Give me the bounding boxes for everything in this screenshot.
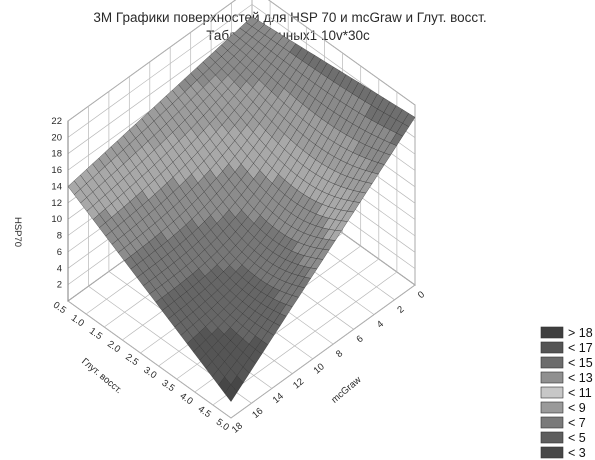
y-tick-label: 1.5 — [87, 326, 104, 343]
legend-swatch — [540, 416, 564, 429]
legend-swatch — [540, 326, 564, 339]
legend-label: > 18 — [568, 326, 593, 340]
legend-swatch — [540, 356, 564, 369]
legend-swatch — [540, 431, 564, 444]
legend-label: < 3 — [568, 446, 586, 460]
legend-label: < 17 — [568, 341, 593, 355]
legend-label: < 9 — [568, 401, 586, 415]
x-tick-label: 16 — [250, 406, 265, 421]
legend-label: < 5 — [568, 431, 586, 445]
x-tick-label: 8 — [334, 348, 345, 360]
z-tick-label: 4 — [57, 263, 62, 274]
z-tick-label: 18 — [51, 149, 62, 160]
x-tick-label: 2 — [395, 304, 406, 316]
x-tick-label: 0 — [416, 289, 427, 301]
z-tick-label: 2 — [57, 280, 62, 291]
y-tick-label: 1.0 — [69, 313, 86, 330]
legend-label: < 15 — [568, 356, 593, 370]
y-tick-label: 5.0 — [214, 417, 231, 434]
z-tick-label: 22 — [51, 116, 62, 127]
y-gridline — [230, 105, 416, 419]
legend-label: < 11 — [568, 386, 592, 400]
z-tick-label: 20 — [51, 132, 62, 143]
y-tick-label: 3.0 — [141, 365, 158, 382]
y-tick-label: 3.5 — [160, 378, 177, 395]
x-axis-label: mcGraw — [329, 374, 363, 405]
z-tick-label: 6 — [57, 247, 62, 258]
z-tick-label: 16 — [51, 165, 62, 176]
legend-swatch — [540, 401, 564, 414]
y-tick-label: 0.5 — [51, 300, 68, 317]
x-tick-label: 12 — [291, 376, 306, 391]
y-tick-label: 2.0 — [105, 339, 122, 356]
x-tick-label: 6 — [355, 333, 366, 345]
legend-label: < 7 — [568, 416, 586, 430]
y-gridline — [212, 92, 398, 406]
legend-swatch — [540, 371, 564, 384]
z-tick-label: 10 — [51, 214, 62, 225]
y-axis-label: Глут. восст. — [79, 356, 124, 396]
x-tick-label: 4 — [375, 319, 386, 331]
legend-swatch — [540, 341, 564, 354]
y-tick-label: 2.5 — [123, 352, 140, 369]
z-tick-label: 8 — [57, 231, 62, 242]
x-tick-label: 18 — [230, 420, 245, 435]
y-tick-label: 4.0 — [178, 391, 195, 408]
y-tick-label: 4.5 — [196, 404, 213, 421]
surface — [67, 16, 416, 402]
x-tick-label: 10 — [312, 361, 327, 376]
chart-title: 3M Графики поверхностей для HSP 70 и mcG… — [93, 10, 486, 25]
legend-swatch — [540, 446, 564, 459]
surface-cell — [224, 384, 238, 402]
legend-swatch — [540, 386, 564, 399]
legend-label: < 13 — [568, 371, 593, 385]
z-axis-label: HSP70 — [12, 217, 23, 247]
x-tick-label: 14 — [271, 391, 286, 406]
z-tick-label: 14 — [51, 182, 62, 193]
z-tick-label: 12 — [51, 198, 62, 209]
legend: > 18< 17< 15< 13< 11< 9< 7< 5< 3 — [540, 326, 593, 460]
